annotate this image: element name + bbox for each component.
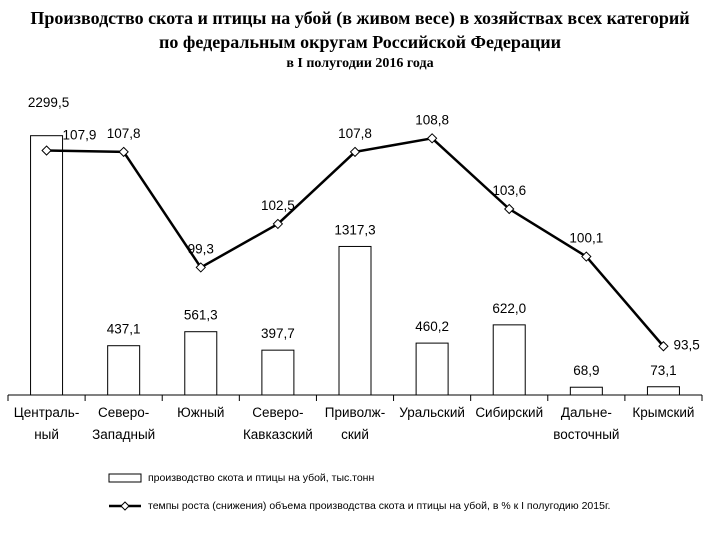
line-data-label: 107,8 <box>338 126 372 141</box>
bar <box>261 349 295 396</box>
x-tick-label: Уральский <box>399 405 465 420</box>
legend-bar-label: производство скота и птицы на убой, тыс.… <box>148 472 375 484</box>
chart-title-line-2: по федеральным округам Российской Федера… <box>159 32 561 52</box>
line-data-label: 103,6 <box>492 183 526 198</box>
x-tick-label: Северо-Западный <box>92 405 155 442</box>
line-point-marker <box>504 203 515 215</box>
bar-data-label: 561,3 <box>184 308 218 323</box>
legend-line-label: темпы роста (снижения) объема производст… <box>148 500 611 512</box>
chart-title-block: Производство скота и птицы на убой (в жи… <box>0 6 720 74</box>
x-tick-label: Приволж-ский <box>325 405 385 442</box>
line-data-label: 102,5 <box>261 198 295 213</box>
line-point-marker <box>195 262 206 273</box>
line-data-label: 100,1 <box>569 231 603 246</box>
line-point-marker <box>658 341 669 352</box>
bar-data-label: 68,9 <box>573 363 599 378</box>
line-point-marker <box>272 218 284 230</box>
line-data-label: 108,8 <box>415 112 449 127</box>
bar-data-label: 397,7 <box>261 326 295 341</box>
bar-data-label: 1317,3 <box>334 222 375 237</box>
legend-bar-swatch <box>108 473 142 483</box>
bar <box>338 245 372 396</box>
line-point-marker <box>581 251 592 262</box>
line-data-label: 107,9 <box>63 128 97 143</box>
x-tick-label: Централь-ный <box>14 405 80 442</box>
bar-data-label: 460,2 <box>415 319 449 334</box>
x-tick-label: Северо-Кавказский <box>243 405 313 442</box>
bar-data-label: 73,1 <box>650 363 676 378</box>
line-data-label: 99,3 <box>188 241 214 256</box>
chart-title-line-1: Производство скота и птицы на убой (в жи… <box>30 8 690 28</box>
x-tick-label: Сибирский <box>475 405 543 420</box>
bar <box>492 324 526 396</box>
bar <box>569 386 603 396</box>
legend-line-swatch <box>109 501 141 511</box>
bar-data-label: 437,1 <box>107 322 141 337</box>
legend-item-bars: производство скота и птицы на убой, тыс.… <box>108 470 374 486</box>
x-tick-label: Крымский <box>632 405 694 420</box>
bar <box>30 135 64 396</box>
bar <box>107 345 141 396</box>
line-data-label: 107,8 <box>107 126 141 141</box>
bar <box>646 386 680 396</box>
bar-data-label: 2299,5 <box>28 95 69 110</box>
bar <box>184 331 218 396</box>
bar <box>415 342 449 396</box>
chart-subtitle: в I полугодии 2016 года <box>286 56 434 71</box>
x-tick-label: Южный <box>177 405 224 420</box>
line-point-marker <box>426 133 438 144</box>
legend-item-line: темпы роста (снижения) объема производст… <box>108 498 610 514</box>
line-point-marker <box>41 145 52 156</box>
x-tick-label: Дальне-восточный <box>553 405 619 442</box>
bar-data-label: 622,0 <box>492 301 526 316</box>
line-data-label: 93,5 <box>673 337 699 352</box>
line-point-marker <box>349 146 361 158</box>
line-point-marker <box>118 146 129 158</box>
